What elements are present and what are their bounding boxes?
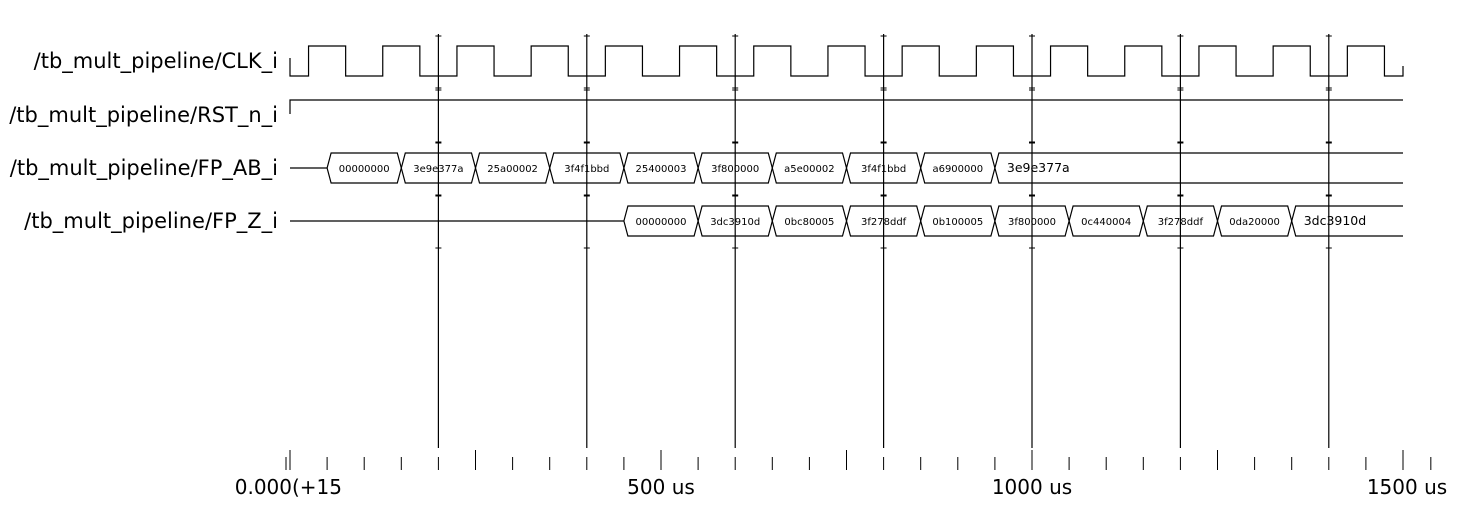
axis-label: 500 us <box>627 475 695 499</box>
axis-label: 1000 us <box>992 475 1072 499</box>
axis-label: 0.000(+15 <box>235 475 342 499</box>
bus-value: 00000000 <box>636 217 687 228</box>
signal-name[interactable]: /tb_mult_pipeline/FP_AB_i <box>10 156 278 181</box>
signal-row: /tb_mult_pipeline/FP_Z_i 00000000 3dc3910d… <box>24 205 1403 237</box>
axis-label: 1500 us <box>1367 475 1447 499</box>
signal-row: /tb_mult_pipeline/RST_n_i <box>9 99 1403 128</box>
time-axis: 0.000(+15 500 us 1000 us 1500 us <box>235 450 1447 499</box>
signal-rows: /tb_mult_pipeline/CLK_i/tb_mult_pipeline… <box>9 45 1404 237</box>
bus-value: 0b100005 <box>932 217 983 228</box>
bus-value: 3dc3910d <box>1304 213 1367 228</box>
signal-name[interactable]: /tb_mult_pipeline/FP_Z_i <box>24 209 278 234</box>
bus-value: 3f278ddf <box>861 217 907 228</box>
bus-value: a6900000 <box>932 164 983 175</box>
bus-value: 3f4f1bbd <box>861 164 906 175</box>
signal-row: /tb_mult_pipeline/CLK_i <box>34 45 1404 77</box>
signal-name[interactable]: /tb_mult_pipeline/RST_n_i <box>9 103 278 128</box>
bus-value: 3f278ddf <box>1158 217 1204 228</box>
clock-waveform[interactable] <box>289 45 1404 77</box>
bus-value: 3e9e377a <box>1007 160 1070 175</box>
bit-waveform[interactable] <box>289 99 1403 114</box>
bus-value: 3f800000 <box>711 164 759 175</box>
signal-name[interactable]: /tb_mult_pipeline/CLK_i <box>34 49 278 74</box>
bus-segment[interactable] <box>1291 205 1403 237</box>
cursor-lines <box>435 34 1332 448</box>
bus-value: a5e00002 <box>784 164 834 175</box>
bus-value: 00000000 <box>339 164 390 175</box>
bus-value: 0bc80005 <box>784 217 834 228</box>
bus-value: 3f4f1bbd <box>564 164 609 175</box>
bus-segment[interactable] <box>994 152 1403 184</box>
signal-row: /tb_mult_pipeline/FP_AB_i 00000000 3e9e377… <box>10 152 1403 184</box>
bus-value: 3f800000 <box>1008 217 1056 228</box>
bus-value: 3e9e377a <box>413 164 463 175</box>
bus-value: 25a00002 <box>487 164 538 175</box>
bus-value: 25400003 <box>636 164 687 175</box>
bus-value: 3dc3910d <box>710 217 760 228</box>
bus-value: 0c440004 <box>1081 217 1131 228</box>
bus-value: 0da20000 <box>1229 217 1280 228</box>
